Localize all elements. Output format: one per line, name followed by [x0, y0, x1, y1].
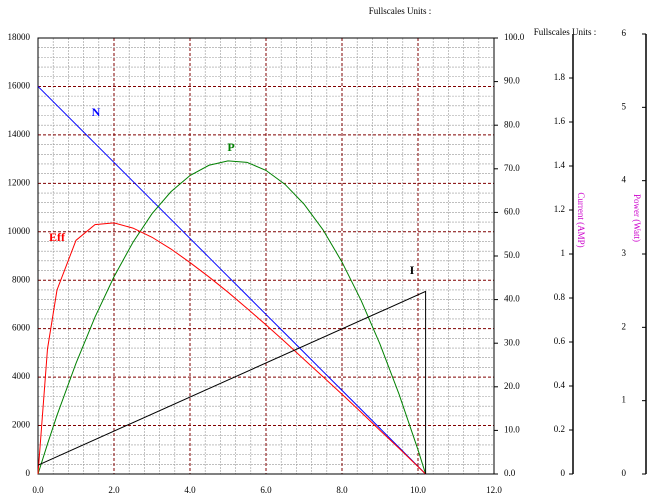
fullscale-label: Fullscales Units :	[369, 6, 432, 16]
y-tick-label: 18000	[8, 32, 31, 42]
y-tick-label: 6000	[12, 323, 31, 333]
y-tick-label: 14000	[8, 129, 31, 139]
y-tick-label: 12000	[8, 177, 31, 187]
y3-tick-label: 1.4	[554, 160, 566, 170]
x-tick-label: 8.0	[336, 485, 348, 495]
series-label: I	[410, 263, 415, 277]
y4-tick-label: 2	[622, 321, 627, 331]
x-tick-label: 6.0	[260, 485, 272, 495]
y2-tick-label: 80.0	[504, 119, 520, 129]
series-label: P	[227, 140, 234, 154]
current-axis-title: Current (AMP)	[576, 192, 586, 247]
power-axis-title: Power (Watt)	[632, 194, 642, 242]
y-tick-label: 8000	[12, 274, 31, 284]
x-tick-label: 12.0	[486, 485, 502, 495]
series-line	[37, 290, 427, 474]
y3-tick-label: 0.8	[554, 292, 566, 302]
y-tick-label: 4000	[12, 371, 31, 381]
x-tick-label: 0.0	[32, 485, 44, 495]
y4-tick-label: 0	[622, 468, 627, 478]
y3-tick-label: 0	[561, 468, 566, 478]
y4-tick-label: 5	[622, 101, 627, 111]
y4-tick-label: 4	[622, 175, 627, 185]
y3-tick-label: 1.8	[554, 72, 566, 82]
y2-tick-label: 30.0	[504, 337, 520, 347]
series-line	[37, 160, 427, 475]
y4-tick-label: 6	[622, 28, 627, 38]
y2-tick-label: 100.0	[504, 32, 525, 42]
series-line	[37, 222, 426, 475]
y2-tick-label: 20.0	[504, 381, 520, 391]
y4-tick-label: 1	[622, 395, 627, 405]
y2-tick-label: 10.0	[504, 424, 520, 434]
y2-tick-label: 60.0	[504, 206, 520, 216]
y-tick-label: 2000	[12, 420, 31, 430]
y4-tick-label: 3	[622, 248, 627, 258]
y2-tick-label: 40.0	[504, 294, 520, 304]
y-tick-label: 16000	[8, 81, 31, 91]
x-tick-label: 2.0	[108, 485, 120, 495]
y3-tick-label: 0.2	[554, 424, 565, 434]
x-tick-label: 4.0	[184, 485, 196, 495]
series-label: Eff	[49, 230, 66, 244]
y2-tick-label: 50.0	[504, 250, 520, 260]
y3-tick-label: 1	[561, 248, 566, 258]
y2-tick-label: 70.0	[504, 163, 520, 173]
x-tick-label: 10.0	[410, 485, 426, 495]
y2-tick-label: 90.0	[504, 76, 520, 86]
y-tick-label: 0	[26, 468, 31, 478]
y-tick-label: 10000	[8, 226, 31, 236]
y2-tick-label: 0.0	[504, 468, 516, 478]
fullscale-label: Fullscales Units :	[534, 27, 597, 37]
series-line	[37, 86, 426, 475]
y3-tick-label: 0.4	[554, 380, 566, 390]
plot-frame	[37, 37, 495, 475]
y3-tick-label: 0.6	[554, 336, 566, 346]
series-label: N	[92, 105, 101, 119]
y3-tick-label: 1.6	[554, 116, 566, 126]
y3-tick-label: 1.2	[554, 204, 565, 214]
